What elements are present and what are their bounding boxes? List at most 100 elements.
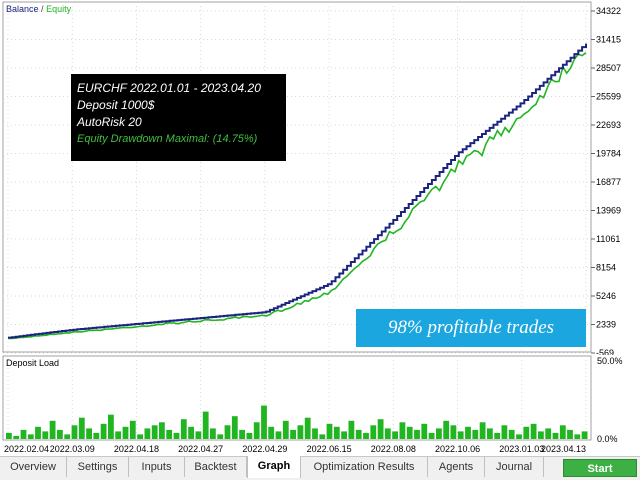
deposit-load-bar [166,429,173,439]
date-tick-labels: 2022.02.04 2022.03.09 2022.04.18 2022.04.27… [4,444,586,454]
deposit-load-bar [326,423,333,439]
deposit-load-bar [348,420,355,439]
date-tick-label: 2022.02.04 [4,444,49,454]
tab-settings[interactable]: Settings [67,457,129,477]
tab-inputs[interactable]: Inputs [129,457,185,477]
y-tick-label: -569 [596,348,614,355]
deposit-load-bars [6,405,588,439]
deposit-load-bar [49,420,56,439]
legend-balance: Balance [6,4,39,14]
deposit-load-bar [297,425,304,439]
deposit-load-bar [370,425,377,439]
balance-line [8,43,587,339]
deposit-load-bar [27,434,34,439]
deposit-load-bar [108,414,114,439]
deposit-load-bar [151,425,158,439]
deposit-load-bar [574,434,581,439]
deposit-load-bar [188,426,194,439]
deposit-load-bar [538,431,544,439]
drawdown-info: Equity Drawdown Maximal: (14.75%) [77,133,258,145]
deposit-load-bar [392,431,398,439]
legend-separator: / [41,4,44,14]
deposit-load-bar [559,425,566,439]
deposit-load-bar [202,411,209,439]
deposit-load-bar [78,417,85,439]
deposit-load-bar [290,429,296,439]
deposit-load-bar [443,420,450,439]
tab-optimization-results[interactable]: Optimization Results [301,457,428,477]
deposit-load-bar [341,431,347,439]
y-tick-label: 25599 [596,92,621,102]
deposit-load-bar [129,420,136,439]
y-tick-label: 2339 [596,320,616,330]
autorisk-info: AutoRisk 20 [77,115,142,129]
tab-journal[interactable]: Journal [485,457,544,477]
deposit-load-bar [64,434,71,439]
deposit-load-bar [13,436,20,439]
equity-line [7,52,587,340]
deposit-load-bar [377,419,384,439]
deposit-load-label: Deposit Load [6,358,59,368]
date-tick-label: 2023.04.13 [541,444,586,454]
deposit-load-bar [523,426,530,439]
symbol-period: EURCHF 2022.01.01 - 2023.04.20 [77,81,261,95]
deposit-load-bar [239,429,245,439]
deposit-load-bar [275,431,282,439]
y-tick-label: 22693 [596,120,621,130]
date-tick-label: 2022.04.29 [242,444,287,454]
y-tick-label: 19784 [596,149,621,159]
deposit-load-bar [472,429,479,439]
deposit-load-bar [224,425,231,439]
deposit-load-bar [246,432,253,439]
deposit-load-bar [355,429,362,439]
plot-area [2,1,592,353]
deposit-load-bar [501,425,508,439]
deposit-load-bar [115,431,122,439]
deposit-load-bar [268,426,275,439]
deposit-load-bar [530,423,537,439]
date-tick-label: 2022.08.08 [371,444,416,454]
y-tick-label: 8154 [596,263,616,273]
deposit-load-bar [180,419,187,439]
tab-backtest[interactable]: Backtest [185,457,247,477]
y-tick-label: 11061 [596,234,620,244]
y-tick-label: 34322 [596,6,621,16]
y-tick-label: 5246 [596,291,616,301]
deposit-load-bar [581,431,588,439]
y-tick-label: 16877 [596,177,621,187]
deposit-load-bar [399,422,406,439]
deposit-load-bar [363,432,369,439]
deposit-load-bar [319,434,326,439]
deposit-load-bar [333,426,340,439]
deposit-load-bar [508,429,515,439]
date-tick-label: 2022.04.27 [178,444,223,454]
date-tick-label: 2022.03.09 [50,444,95,454]
deposit-load-bar [35,426,41,439]
deposit-load-bar [86,428,92,439]
deposit-load-bar [457,431,464,439]
deposit-load-bar [100,423,107,439]
start-button[interactable]: Start [563,459,637,477]
deposit-load-min: 0.0% [597,434,618,442]
deposit-load-bar [414,429,420,439]
tab-agents[interactable]: Agents [428,457,485,477]
profitable-trades-banner: 98% profitable trades [356,309,586,347]
deposit-load-bar [210,428,216,439]
y-tick-label: 31415 [596,35,621,45]
deposit-load-bar [567,429,573,439]
date-tick-label: 2023.01.03 [499,444,544,454]
grid-lines [3,2,591,354]
tab-overview[interactable]: Overview [0,457,67,477]
tab-graph[interactable]: Graph [247,456,301,478]
date-tick-label: 2022.04.18 [114,444,159,454]
deposit-load-bar [494,432,501,439]
tester-tab-bar: Overview Settings Inputs Backtest Graph … [0,456,640,480]
deposit-load-bar [159,422,165,439]
deposit-load-chart: Deposit Load 50.0% 0.0% [2,355,623,442]
deposit-load-bar [6,432,12,439]
deposit-load-bar [253,422,260,439]
deposit-load-bar [436,428,442,439]
deposit-load-bar [384,428,391,439]
deposit-load-max: 50.0% [597,356,623,366]
